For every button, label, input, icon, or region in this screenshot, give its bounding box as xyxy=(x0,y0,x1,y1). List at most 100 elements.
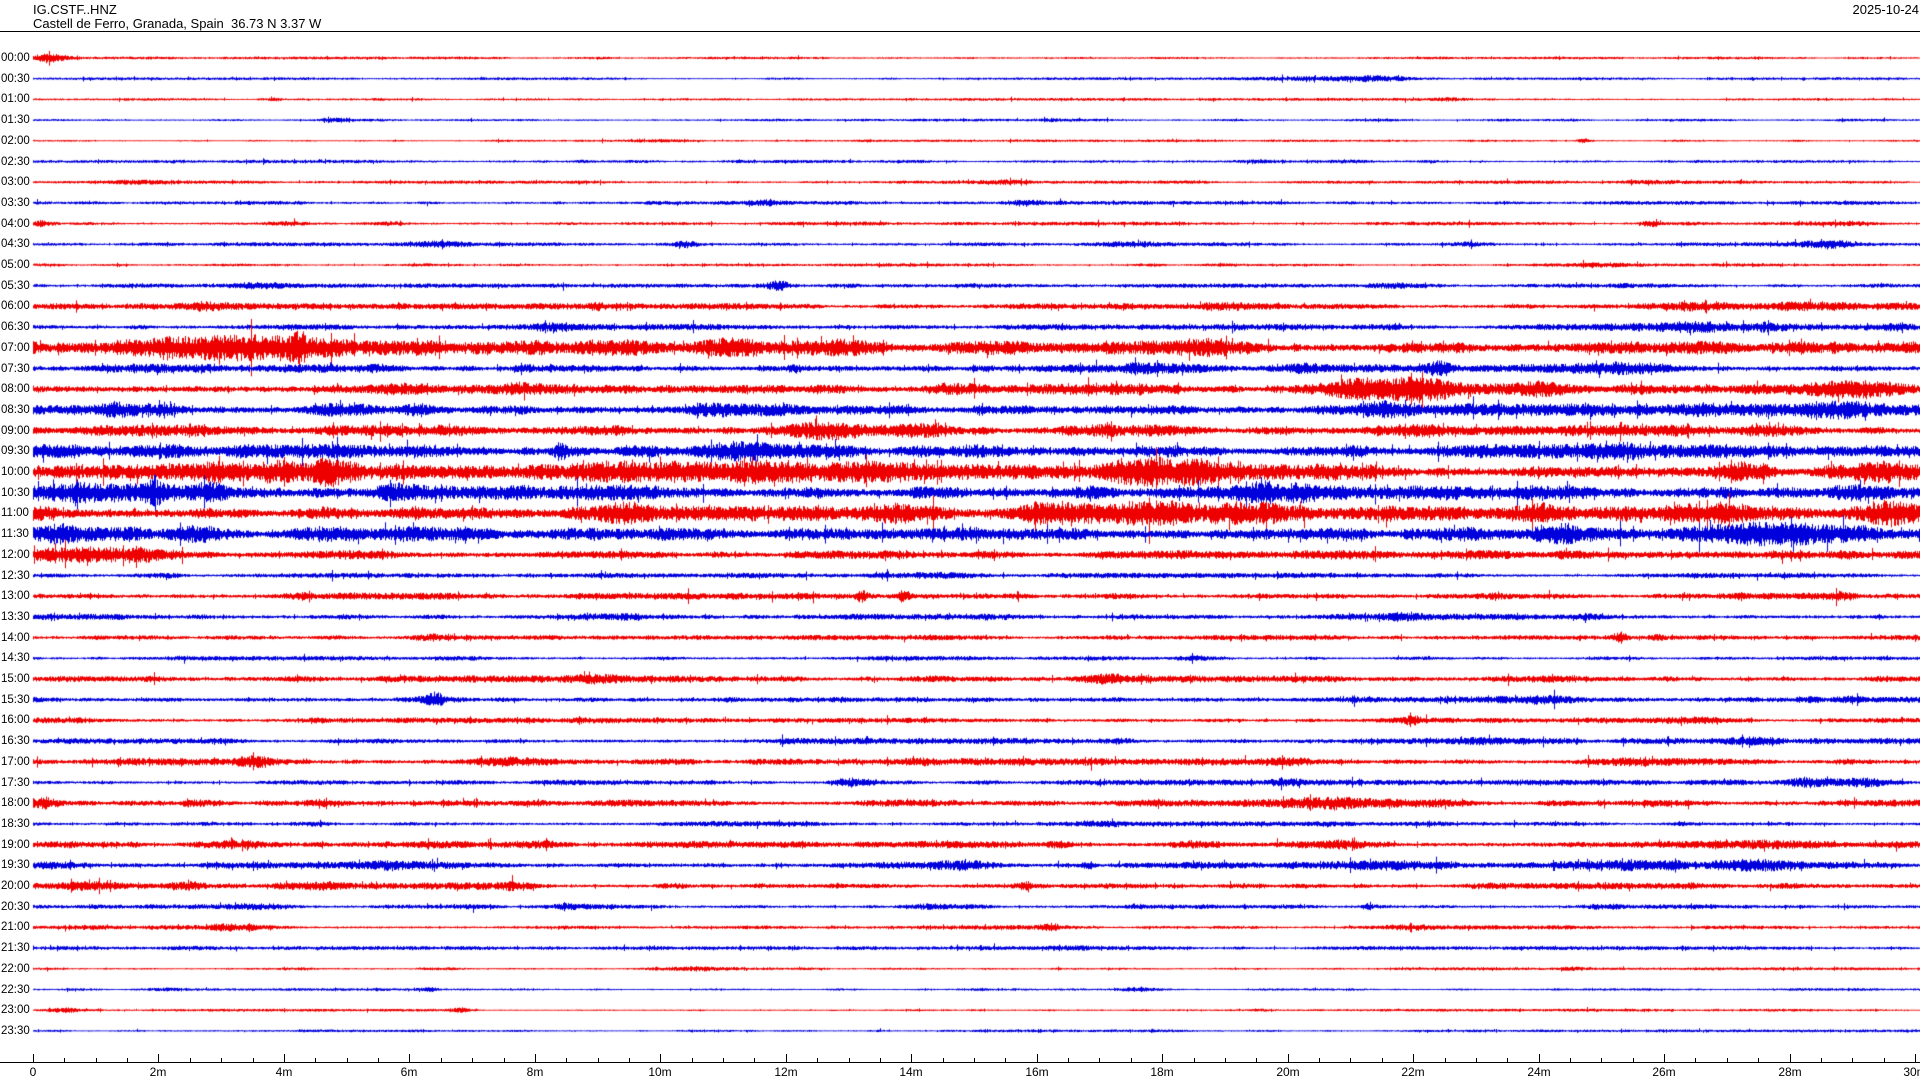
x-axis-minor-tick xyxy=(1068,1058,1069,1062)
x-axis-major-tick xyxy=(284,1054,285,1062)
x-axis-minor-tick xyxy=(754,1058,755,1062)
x-axis-tick-label: 26m xyxy=(1652,1065,1676,1079)
x-axis-minor-tick xyxy=(1256,1058,1257,1062)
x-axis-minor-tick xyxy=(504,1058,505,1062)
row-time-label: 03:00 xyxy=(1,176,30,189)
x-axis-major-tick xyxy=(409,1054,410,1062)
row-time-label: 11:30 xyxy=(1,528,29,541)
row-time-label: 08:00 xyxy=(1,383,30,396)
row-time-label: 17:30 xyxy=(1,776,30,789)
row-time-label: 21:30 xyxy=(1,942,30,955)
x-axis-tick-label: 8m xyxy=(526,1065,544,1079)
x-axis-minor-tick xyxy=(598,1058,599,1062)
x-axis-minor-tick xyxy=(221,1058,222,1062)
x-axis-major-tick xyxy=(1539,1054,1540,1062)
row-time-label: 17:00 xyxy=(1,755,30,768)
row-time-label: 19:30 xyxy=(1,859,30,872)
x-axis-tick-label: 18m xyxy=(1150,1065,1174,1079)
row-time-label: 07:30 xyxy=(1,362,30,375)
row-time-label: 23:00 xyxy=(1,1004,30,1017)
row-time-label: 20:00 xyxy=(1,880,30,892)
x-axis-minor-tick xyxy=(1695,1058,1696,1062)
x-axis-tick-label: 6m xyxy=(400,1065,418,1079)
row-time-label: 09:00 xyxy=(1,424,30,437)
row-time-label: 00:00 xyxy=(1,52,30,64)
x-axis-minor-tick xyxy=(692,1058,693,1062)
x-axis-tick-label: 28m xyxy=(1778,1065,1802,1079)
x-axis-major-tick xyxy=(1413,1054,1414,1062)
row-time-label: 21:00 xyxy=(1,921,30,934)
x-axis-minor-tick xyxy=(723,1058,724,1062)
x-axis-minor-tick xyxy=(943,1058,944,1062)
row-time-label: 00:30 xyxy=(1,72,30,85)
row-time-label: 10:30 xyxy=(1,486,30,499)
x-axis-minor-tick xyxy=(974,1058,975,1062)
x-axis-major-tick xyxy=(786,1054,787,1062)
x-axis-tick-label: 24m xyxy=(1527,1065,1551,1079)
row-time-label: 09:30 xyxy=(1,445,30,458)
x-axis-tick-label: 2m xyxy=(149,1065,167,1079)
row-time-label: 07:00 xyxy=(1,341,30,354)
row-time-label: 06:00 xyxy=(1,300,30,313)
x-axis-major-tick xyxy=(1037,1054,1038,1062)
x-axis-major-tick xyxy=(660,1054,661,1062)
row-time-label: 16:30 xyxy=(1,735,30,748)
x-axis-major-tick xyxy=(1162,1054,1163,1062)
row-time-label: 22:00 xyxy=(1,962,30,975)
row-time-label: 14:00 xyxy=(1,631,30,644)
x-axis-minor-tick xyxy=(378,1058,379,1062)
x-axis-minor-tick xyxy=(441,1058,442,1062)
x-axis-minor-tick xyxy=(1633,1058,1634,1062)
x-axis-major-tick xyxy=(1288,1054,1289,1062)
row-time-label: 05:30 xyxy=(1,279,30,292)
x-axis-minor-tick xyxy=(1727,1058,1728,1062)
row-time-label: 13:30 xyxy=(1,610,30,623)
x-axis-minor-tick xyxy=(127,1058,128,1062)
x-axis-major-tick xyxy=(33,1054,34,1062)
x-axis-minor-tick xyxy=(629,1058,630,1062)
row-time-label: 08:30 xyxy=(1,403,30,416)
x-axis-minor-tick xyxy=(1852,1058,1853,1062)
row-time-label: 13:00 xyxy=(1,590,30,603)
x-axis-major-tick xyxy=(1664,1054,1665,1062)
x-axis-minor-tick xyxy=(1601,1058,1602,1062)
x-axis-tick-label: 0 xyxy=(29,1065,37,1079)
x-axis-minor-tick xyxy=(1507,1058,1508,1062)
row-time-label: 02:30 xyxy=(1,155,30,168)
x-axis-tick-label: 30m xyxy=(1903,1065,1920,1079)
x-axis-minor-tick xyxy=(1758,1058,1759,1062)
row-time-label: 02:00 xyxy=(1,134,30,147)
row-time-label: 20:30 xyxy=(1,900,30,913)
row-time-label: 14:30 xyxy=(1,652,30,665)
x-axis-minor-tick xyxy=(1884,1058,1885,1062)
row-time-label: 18:30 xyxy=(1,817,30,830)
x-axis-tick-label: 14m xyxy=(899,1065,923,1079)
x-axis-minor-tick xyxy=(96,1058,97,1062)
x-axis-minor-tick xyxy=(64,1058,65,1062)
x-axis-minor-tick xyxy=(880,1058,881,1062)
x-axis-minor-tick xyxy=(849,1058,850,1062)
row-time-label: 23:30 xyxy=(1,1024,30,1037)
x-axis-minor-tick xyxy=(1570,1058,1571,1062)
x-axis-minor-tick xyxy=(472,1058,473,1062)
row-time-label: 03:30 xyxy=(1,196,30,209)
x-axis-minor-tick xyxy=(1194,1058,1195,1062)
row-time-label: 01:00 xyxy=(1,93,30,106)
x-axis-minor-tick xyxy=(1350,1058,1351,1062)
x-axis-minor-tick xyxy=(1319,1058,1320,1062)
x-axis-minor-tick xyxy=(1382,1058,1383,1062)
row-time-label: 05:00 xyxy=(1,259,30,271)
x-axis-minor-tick xyxy=(315,1058,316,1062)
row-time-label: 11:00 xyxy=(1,507,29,520)
x-axis-tick-label: 10m xyxy=(648,1065,672,1079)
x-axis-tick-label: 12m xyxy=(774,1065,798,1079)
row-time-label: 15:00 xyxy=(1,673,30,685)
x-axis-line xyxy=(0,1062,1920,1063)
x-axis-minor-tick xyxy=(817,1058,818,1062)
x-axis-minor-tick xyxy=(566,1058,567,1062)
x-axis-tick-label: 22m xyxy=(1401,1065,1425,1079)
x-axis-minor-tick xyxy=(1821,1058,1822,1062)
row-time-label: 22:30 xyxy=(1,983,30,996)
